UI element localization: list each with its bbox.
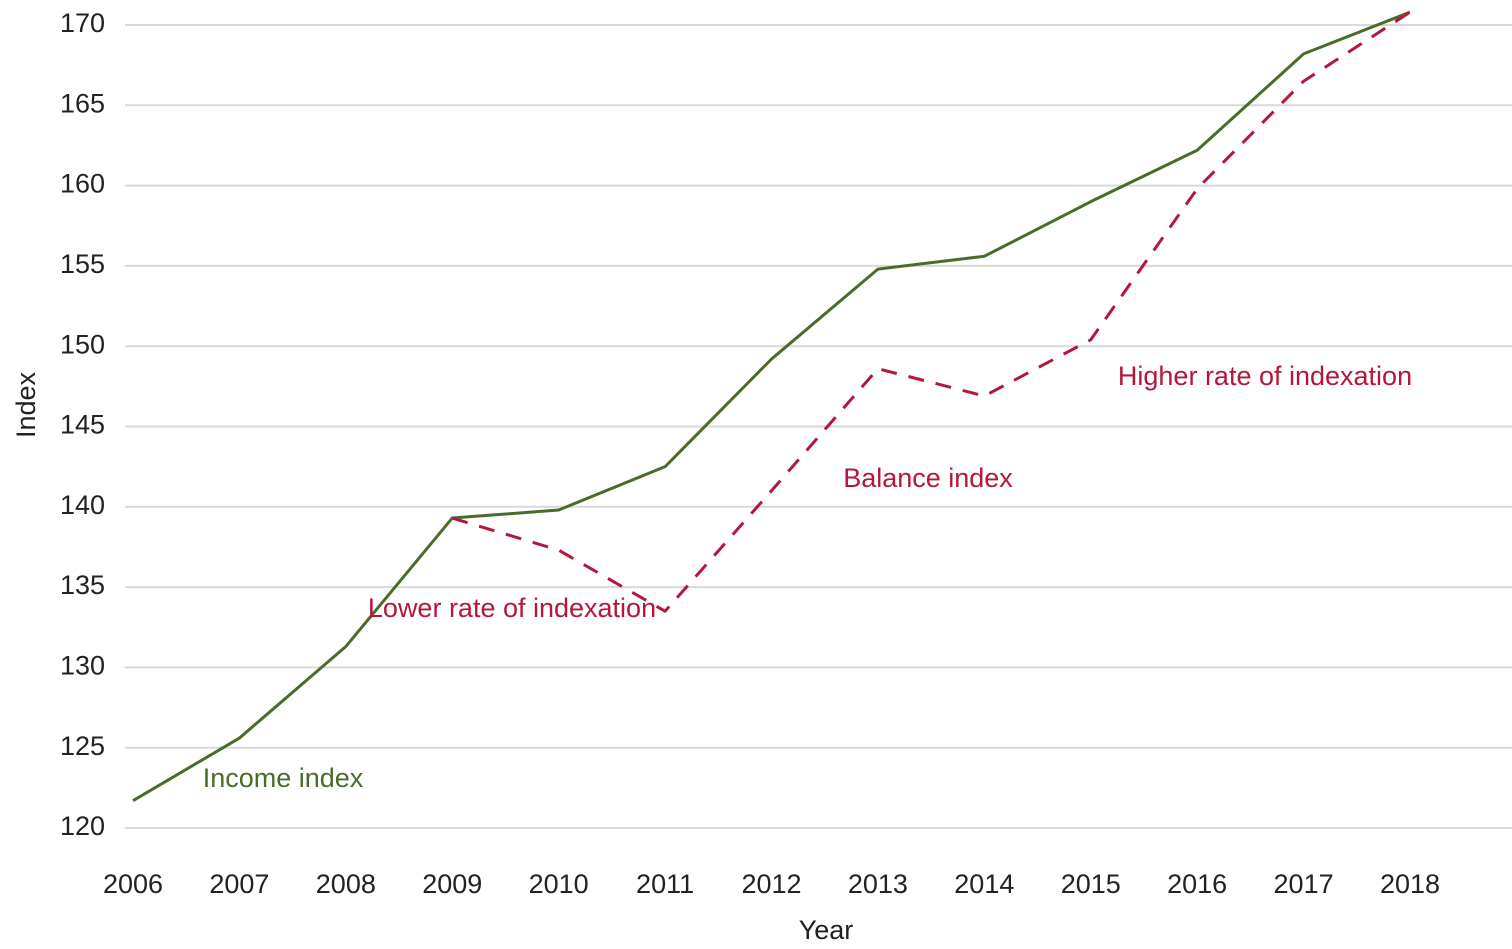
y-axis-label: Index	[11, 371, 41, 438]
y-tick-label: 160	[60, 169, 105, 199]
y-tick-label: 140	[60, 490, 105, 520]
y-tick-label: 130	[60, 651, 105, 681]
series-label: Balance index	[843, 463, 1013, 493]
y-tick-label: 125	[60, 731, 105, 761]
annotation: Higher rate of indexation	[1118, 361, 1412, 391]
x-tick-label: 2013	[848, 869, 908, 899]
x-tick-label: 2015	[1061, 869, 1121, 899]
x-tick-label: 2007	[209, 869, 269, 899]
x-axis-label: Year	[799, 915, 854, 945]
y-tick-label: 150	[60, 329, 105, 359]
x-tick-label: 2014	[954, 869, 1014, 899]
x-tick-label: 2006	[103, 869, 163, 899]
x-tick-label: 2017	[1274, 869, 1334, 899]
y-tick-label: 120	[60, 811, 105, 841]
x-tick-label: 2009	[422, 869, 482, 899]
x-tick-label: 2016	[1167, 869, 1227, 899]
series-label: Income index	[203, 763, 364, 793]
y-tick-label: 135	[60, 570, 105, 600]
x-tick-label: 2018	[1380, 869, 1440, 899]
x-tick-label: 2010	[529, 869, 589, 899]
annotation: Lower rate of indexation	[368, 593, 656, 623]
x-tick-label: 2008	[316, 869, 376, 899]
x-tick-label: 2011	[636, 869, 694, 899]
series-line	[451, 10, 1411, 613]
y-tick-label: 145	[60, 410, 105, 440]
x-tick-label: 2012	[741, 869, 801, 899]
series-line	[132, 10, 1411, 802]
y-tick-label: 170	[60, 8, 105, 38]
y-tick-label: 155	[60, 249, 105, 279]
y-tick-label: 165	[60, 88, 105, 118]
